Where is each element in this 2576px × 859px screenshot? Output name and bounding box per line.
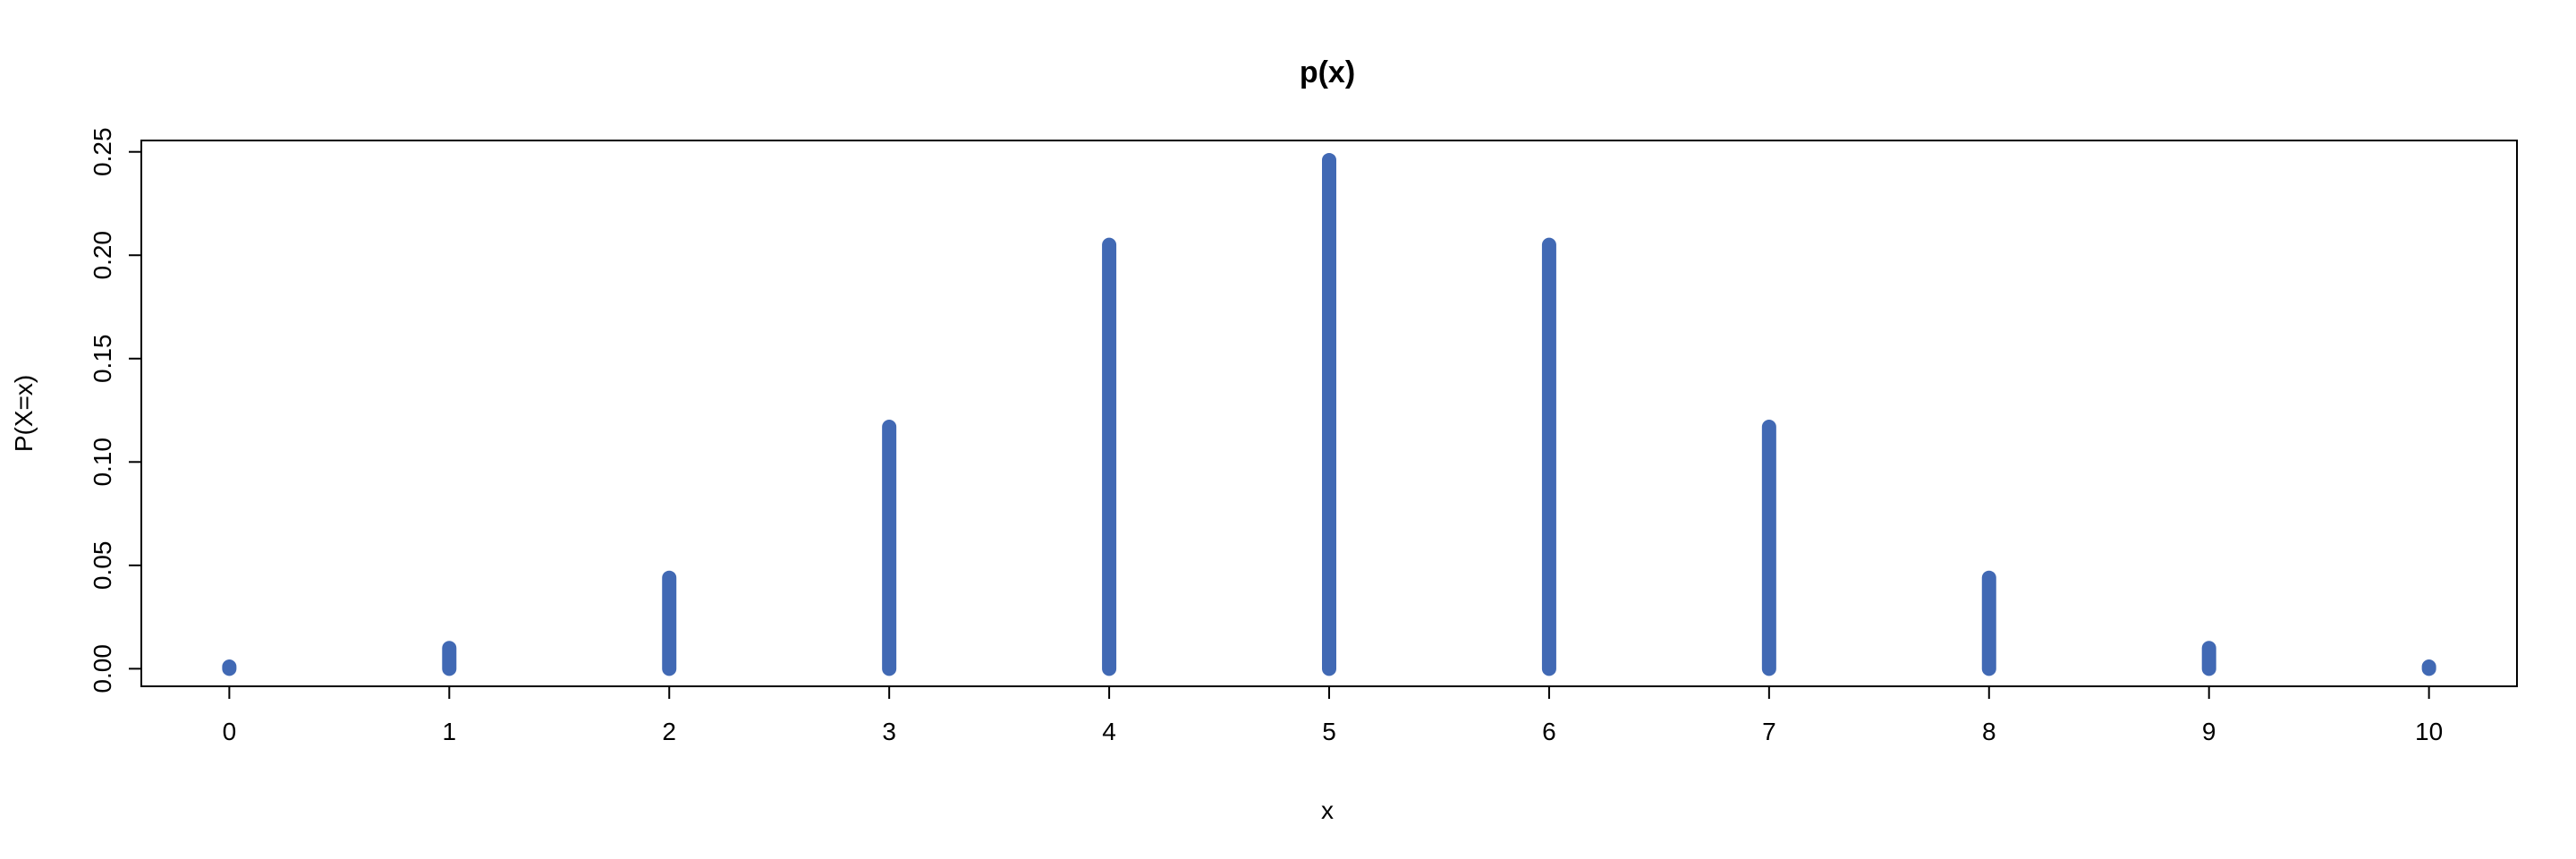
y-tick-label-0.15: 0.15 [89,335,116,384]
x-tick-label-6: 6 [1542,718,1556,745]
y-tick-label-0.05: 0.05 [89,541,116,591]
x-axis-label: x [1321,796,1334,824]
x-tick-label-2: 2 [662,718,676,745]
y-axis-label: P(X=x) [10,375,38,452]
y-tick-label-0.20: 0.20 [89,231,116,280]
y-tick-label-0.25: 0.25 [89,127,116,176]
y-tick-label-0.10: 0.10 [89,438,116,487]
x-tick-label-5: 5 [1322,718,1336,745]
x-tick-label-8: 8 [1982,718,1996,745]
x-tick-label-4: 4 [1102,718,1116,745]
x-tick-label-9: 9 [2202,718,2216,745]
x-axis-ticks: 0 1 2 3 4 5 6 7 8 9 10 [223,686,2443,745]
x-tick-label-3: 3 [882,718,896,745]
y-tick-label-0.00: 0.00 [89,644,116,693]
x-tick-label-7: 7 [1762,718,1776,745]
x-tick-label-10: 10 [2415,718,2443,745]
data-stems [222,152,2436,676]
x-tick-label-0: 0 [223,718,237,745]
x-tick-label-1: 1 [443,718,457,745]
chart-title: p(x) [1300,55,1355,89]
y-axis-ticks: 0.00 0.05 0.10 0.15 0.20 0.25 [89,127,141,693]
